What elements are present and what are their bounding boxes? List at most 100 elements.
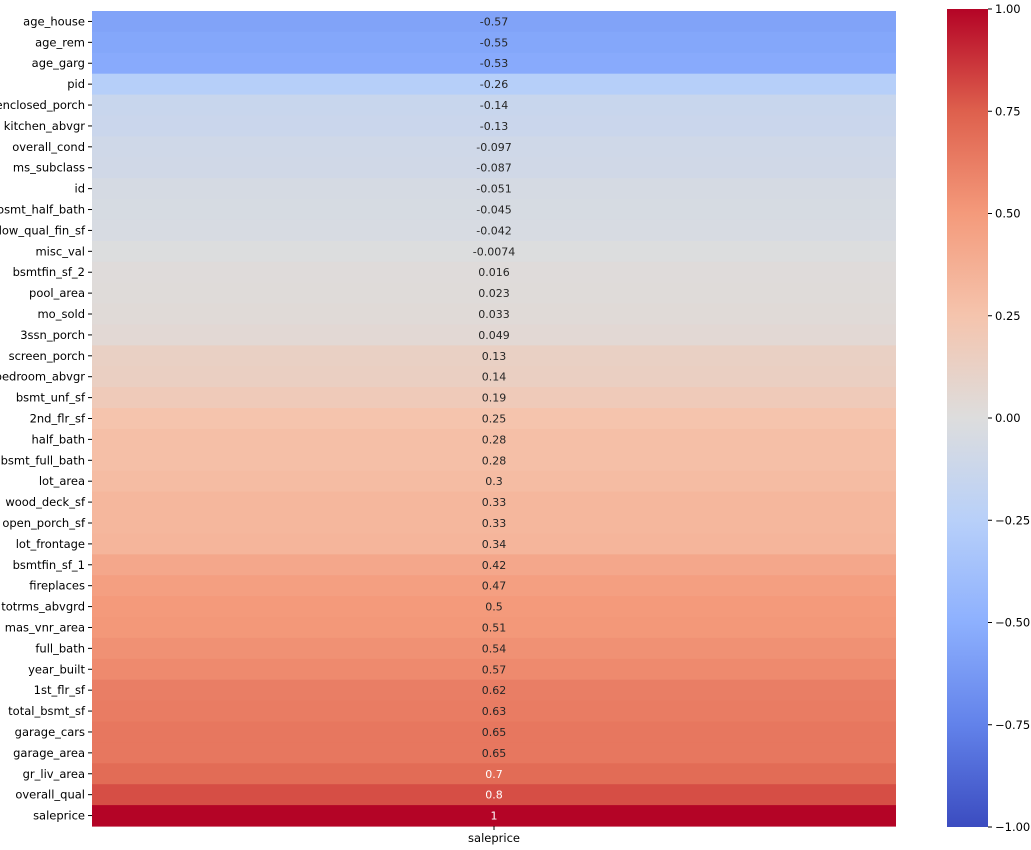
row-label: age_house [23, 14, 85, 28]
row-label: 2nd_flr_sf [30, 412, 86, 426]
heatmap-cell [92, 763, 896, 785]
row-label: bsmtfin_sf_1 [13, 558, 85, 572]
colorbar-gradient [947, 9, 988, 827]
cell-annotation: -0.26 [480, 78, 508, 91]
row-label: fireplaces [29, 579, 85, 593]
cell-annotation: -0.0074 [473, 245, 515, 258]
cell-annotation: 0.65 [482, 747, 507, 760]
colorbar-tick-label: −1.00 [995, 820, 1030, 834]
heatmap-cell [92, 428, 896, 451]
cell-annotation: -0.13 [480, 120, 508, 133]
row-label: open_porch_sf [2, 516, 86, 530]
heatmap-cell [92, 115, 896, 137]
colorbar-tick-label: −0.50 [995, 616, 1030, 630]
row-label: overall_cond [12, 140, 85, 154]
row-label: year_built [28, 662, 85, 676]
cell-annotation: 0.25 [482, 413, 507, 426]
row-label: overall_qual [15, 788, 85, 802]
colorbar-tick-label: 0.50 [995, 207, 1021, 221]
heatmap-cell [92, 533, 896, 555]
x-tick-label: saleprice [468, 831, 520, 845]
heatmap-cell [92, 282, 896, 305]
cell-annotation: -0.042 [476, 224, 511, 237]
heatmap-cell [92, 366, 896, 388]
row-label: bsmt_full_bath [1, 453, 85, 467]
cell-annotation: 0.13 [482, 350, 507, 363]
heatmap-cell [92, 742, 896, 764]
row-label: full_bath [35, 641, 85, 655]
heatmap-cell [92, 52, 896, 75]
cell-annotation: -0.14 [480, 99, 508, 112]
cell-annotation: 1 [491, 810, 498, 823]
heatmap-cell [92, 303, 896, 326]
heatmap-cell [92, 617, 896, 639]
cell-annotation: 0.28 [482, 433, 507, 446]
cell-annotation: 0.016 [478, 266, 510, 279]
heatmap-cell [92, 157, 896, 179]
cell-annotation: 0.47 [482, 580, 507, 593]
row-label: total_bsmt_sf [8, 704, 86, 718]
heatmap-cell [92, 721, 896, 744]
colorbar: 1.00 0.75 0.50 0.25 0.00 −0.25 −0.50 −0.75 −1.00 [947, 2, 1030, 834]
heatmap-cell [92, 805, 896, 827]
row-label: lot_frontage [16, 537, 85, 551]
row-label: lot_area [39, 474, 85, 488]
heatmap-cell [92, 240, 896, 263]
cell-annotation: 0.19 [482, 392, 507, 405]
cell-annotation: -0.57 [480, 15, 508, 28]
heatmap-cell [92, 470, 896, 493]
heatmap-cell [92, 261, 896, 284]
heatmap-cell [92, 575, 896, 597]
cell-annotation: 0.33 [482, 517, 507, 530]
cell-annotation: 0.3 [485, 475, 503, 488]
heatmap-cell [92, 387, 896, 409]
cell-annotation: 0.5 [485, 601, 503, 614]
heatmap-cell [92, 554, 896, 576]
cell-annotation: 0.7 [485, 768, 503, 781]
row-label: misc_val [35, 244, 85, 258]
heatmap-cell [92, 637, 896, 660]
row-label: half_bath [32, 432, 85, 446]
row-label: garage_area [13, 746, 85, 760]
row-label: screen_porch [9, 349, 85, 363]
row-label: saleprice [33, 809, 85, 823]
row-label: 1st_flr_sf [34, 683, 86, 697]
cell-annotation: -0.051 [476, 183, 511, 196]
row-label: age_rem [35, 35, 85, 49]
cell-annotation: 0.33 [482, 496, 507, 509]
row-label: garage_cars [15, 725, 85, 739]
heatmap-cell [92, 136, 896, 158]
row-label: ms_subclass [13, 161, 85, 175]
heatmap-cell [92, 596, 896, 618]
cell-annotation: 0.023 [478, 287, 510, 300]
colorbar-tick-label: −0.75 [995, 718, 1030, 732]
heatmap-cell [92, 31, 896, 54]
row-label: totrms_abvgrd [1, 600, 85, 614]
heatmap-cell [92, 449, 896, 472]
x-axis: saleprice [468, 826, 520, 845]
heatmap-cell [92, 324, 896, 346]
colorbar-tick-label: −0.25 [995, 513, 1030, 527]
heatmap-cell [92, 345, 896, 367]
row-label: age_garg [32, 56, 85, 70]
row-label: id [75, 182, 86, 196]
row-label: wood_deck_sf [5, 495, 86, 509]
cell-annotation: 0.8 [485, 789, 503, 802]
cell-annotation: 0.14 [482, 371, 507, 384]
row-label: enclosed_porch [0, 98, 85, 112]
heatmap-cell [92, 491, 896, 514]
heatmap-cell [92, 700, 896, 723]
cell-annotation: 0.62 [482, 684, 507, 697]
row-label: bsmt_unf_sf [16, 391, 86, 405]
cell-annotation: 0.049 [478, 329, 510, 342]
row-label: 3ssn_porch [20, 328, 85, 342]
heatmap-cell [92, 73, 896, 96]
heatmap-cell [92, 658, 896, 681]
heatmap-cell [92, 199, 896, 221]
row-label: bsmt_half_bath [0, 203, 85, 217]
cell-annotation: -0.53 [480, 57, 508, 70]
colorbar-tick-label: 0.25 [995, 309, 1021, 323]
heatmap-cell [92, 178, 896, 200]
